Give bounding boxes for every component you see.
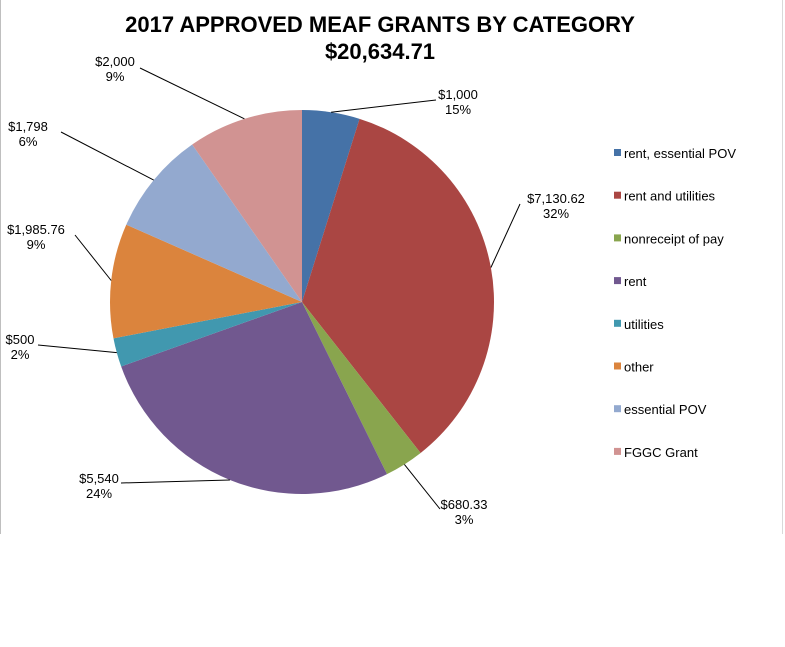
legend-label-fggc-grant: FGGC Grant	[624, 445, 698, 460]
data-label-percent-utilities: 2%	[11, 347, 30, 362]
data-label-percent-rent: 24%	[86, 486, 112, 501]
legend: rent, essential POV rent and utilities non…	[614, 146, 736, 460]
pie-slice-nonreceipt-of-pay	[302, 302, 421, 475]
leader-line-fggc-grant	[139, 67, 245, 120]
chart-subtitle: $20,634.71	[325, 39, 435, 64]
legend-swatch-rent	[614, 277, 621, 285]
data-label-amount-fggc-grant: $2,000	[95, 54, 135, 69]
data-label-amount-utilities: $500	[6, 332, 35, 347]
legend-swatch-utilities	[614, 319, 621, 327]
legend-label-rent-essential-pov: rent, essential POV	[624, 146, 736, 161]
pie-slice-rent-and-utilities	[302, 118, 495, 453]
data-label-percent-essential-pov: 6%	[19, 134, 38, 149]
data-label-amount-other: $1,985.76	[7, 222, 65, 237]
data-label-amount-essential-pov: $1,798	[8, 119, 48, 134]
data-label-percent-nonreceipt-of-pay: 3%	[455, 512, 474, 527]
leader-line-essential-pov	[60, 131, 154, 181]
legend-label-rent-and-utilities: rent and utilities	[624, 189, 716, 204]
leader-lines	[37, 67, 521, 510]
legend-label-other: other	[624, 360, 654, 375]
pie-slice-fggc-grant	[192, 110, 302, 302]
leader-line-nonreceipt-of-pay	[404, 464, 441, 510]
chart-frame	[0, 0, 783, 534]
legend-label-nonreceipt-of-pay: nonreceipt of pay	[624, 231, 724, 246]
chart-title: 2017 APPROVED MEAF GRANTS BY CATEGORY	[125, 12, 635, 37]
data-label-percent-fggc-grant: 9%	[106, 69, 125, 84]
data-label-percent-rent-essential-pov: 15%	[445, 102, 471, 117]
leader-line-rent-essential-pov	[331, 99, 437, 113]
legend-label-essential-pov: essential POV	[624, 402, 707, 417]
data-label-percent-rent-and-utilities: 32%	[543, 206, 569, 221]
legend-swatch-rent-essential-pov	[614, 149, 621, 156]
legend-swatch-essential-pov	[614, 405, 621, 413]
legend-label-rent: rent	[624, 274, 647, 289]
pie-slice-other	[110, 224, 302, 339]
data-label-amount-rent-and-utilities: $7,130.62	[527, 191, 585, 206]
data-label-amount-nonreceipt-of-pay: $680.33	[441, 497, 488, 512]
leader-line-rent	[120, 479, 230, 484]
legend-swatch-nonreceipt-of-pay	[614, 234, 621, 242]
pie-slices	[110, 110, 495, 494]
data-label-amount-rent: $5,540	[79, 471, 119, 486]
legend-swatch-fggc-grant	[614, 447, 621, 455]
pie-slice-essential-pov	[126, 144, 302, 302]
pie-slice-utilities	[113, 302, 302, 367]
legend-swatch-rent-and-utilities	[614, 191, 621, 199]
leader-line-utilities	[37, 344, 117, 354]
legend-label-utilities: utilities	[624, 317, 664, 332]
legend-swatch-other	[614, 362, 621, 370]
leader-line-rent-and-utilities	[490, 203, 521, 268]
pie-slice-rent	[121, 302, 388, 494]
pie-slice-rent-essential-pov	[302, 110, 360, 302]
data-label-percent-other: 9%	[27, 237, 46, 252]
leader-line-other	[74, 234, 112, 281]
data-label-amount-rent-essential-pov: $1,000	[438, 87, 478, 102]
